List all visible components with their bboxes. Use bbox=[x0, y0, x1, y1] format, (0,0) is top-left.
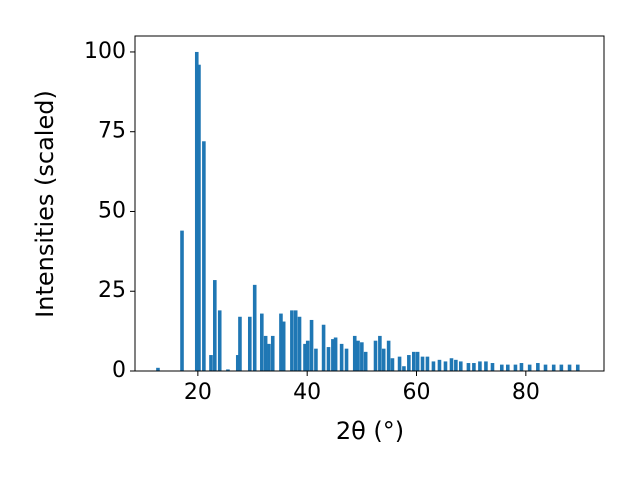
y-tick-label: 0 bbox=[112, 358, 126, 383]
bar bbox=[559, 364, 564, 371]
bar bbox=[437, 359, 442, 371]
bar bbox=[567, 364, 572, 371]
bar bbox=[363, 351, 368, 371]
x-tick-label: 60 bbox=[403, 380, 431, 405]
bar bbox=[420, 356, 425, 371]
bar bbox=[484, 361, 488, 371]
bar bbox=[519, 363, 524, 371]
bar bbox=[472, 363, 476, 371]
bar bbox=[194, 51, 199, 371]
bar bbox=[536, 363, 540, 371]
bar bbox=[454, 359, 458, 371]
bar bbox=[575, 364, 580, 371]
bar bbox=[466, 363, 471, 371]
bar bbox=[197, 64, 201, 371]
bar bbox=[411, 351, 416, 371]
bar bbox=[331, 339, 335, 371]
bar bbox=[378, 335, 382, 371]
bar bbox=[397, 356, 402, 371]
bar bbox=[235, 355, 240, 371]
bar bbox=[352, 335, 357, 371]
y-tick-label: 25 bbox=[98, 278, 126, 303]
bar bbox=[458, 361, 463, 371]
bar bbox=[527, 364, 532, 371]
bar bbox=[443, 361, 448, 371]
bar bbox=[281, 321, 286, 371]
bar bbox=[490, 363, 495, 371]
bar bbox=[260, 313, 264, 371]
bar bbox=[326, 347, 331, 371]
bar bbox=[314, 348, 318, 371]
bar bbox=[156, 367, 160, 371]
bar bbox=[305, 340, 310, 371]
bar bbox=[360, 342, 364, 371]
bar bbox=[279, 313, 283, 371]
bar bbox=[252, 284, 257, 371]
bar bbox=[213, 280, 217, 371]
bar bbox=[449, 358, 454, 371]
bar bbox=[356, 340, 360, 371]
x-axis-label: 2θ (°) bbox=[336, 417, 404, 445]
bar bbox=[333, 337, 338, 371]
plot-frame bbox=[134, 35, 605, 372]
y-axis-label: Intensities (scaled) bbox=[31, 90, 59, 318]
bar bbox=[425, 356, 430, 371]
bar bbox=[238, 316, 242, 371]
y-tick-label: 100 bbox=[84, 39, 126, 64]
bar bbox=[267, 343, 271, 371]
y-tick-label: 50 bbox=[98, 198, 126, 223]
bar bbox=[390, 358, 395, 371]
bar bbox=[209, 355, 213, 371]
bar bbox=[303, 343, 307, 371]
bar bbox=[339, 343, 344, 371]
bar bbox=[373, 340, 378, 371]
bar bbox=[297, 316, 302, 371]
bar bbox=[290, 310, 294, 371]
bar bbox=[407, 355, 411, 371]
bar bbox=[505, 364, 510, 371]
bar bbox=[217, 310, 222, 371]
bar bbox=[543, 364, 548, 371]
y-tick-label: 75 bbox=[98, 119, 126, 144]
bar bbox=[180, 230, 184, 371]
bar bbox=[270, 335, 275, 371]
bar bbox=[386, 340, 391, 371]
bar bbox=[321, 324, 326, 371]
bar bbox=[309, 319, 314, 371]
bar bbox=[513, 364, 518, 371]
bar bbox=[431, 361, 436, 371]
bar bbox=[402, 366, 406, 371]
x-tick-label: 20 bbox=[184, 380, 212, 405]
bar bbox=[247, 316, 252, 371]
bar bbox=[551, 364, 556, 371]
bar bbox=[381, 348, 386, 371]
bar bbox=[415, 351, 420, 371]
x-tick-label: 80 bbox=[512, 380, 540, 405]
bar bbox=[263, 335, 268, 371]
x-tick-label: 40 bbox=[293, 380, 321, 405]
bar bbox=[499, 364, 504, 371]
bar bbox=[202, 141, 206, 371]
bar bbox=[226, 369, 230, 371]
bar bbox=[478, 361, 482, 371]
bar bbox=[344, 348, 349, 371]
bar bbox=[293, 310, 298, 371]
